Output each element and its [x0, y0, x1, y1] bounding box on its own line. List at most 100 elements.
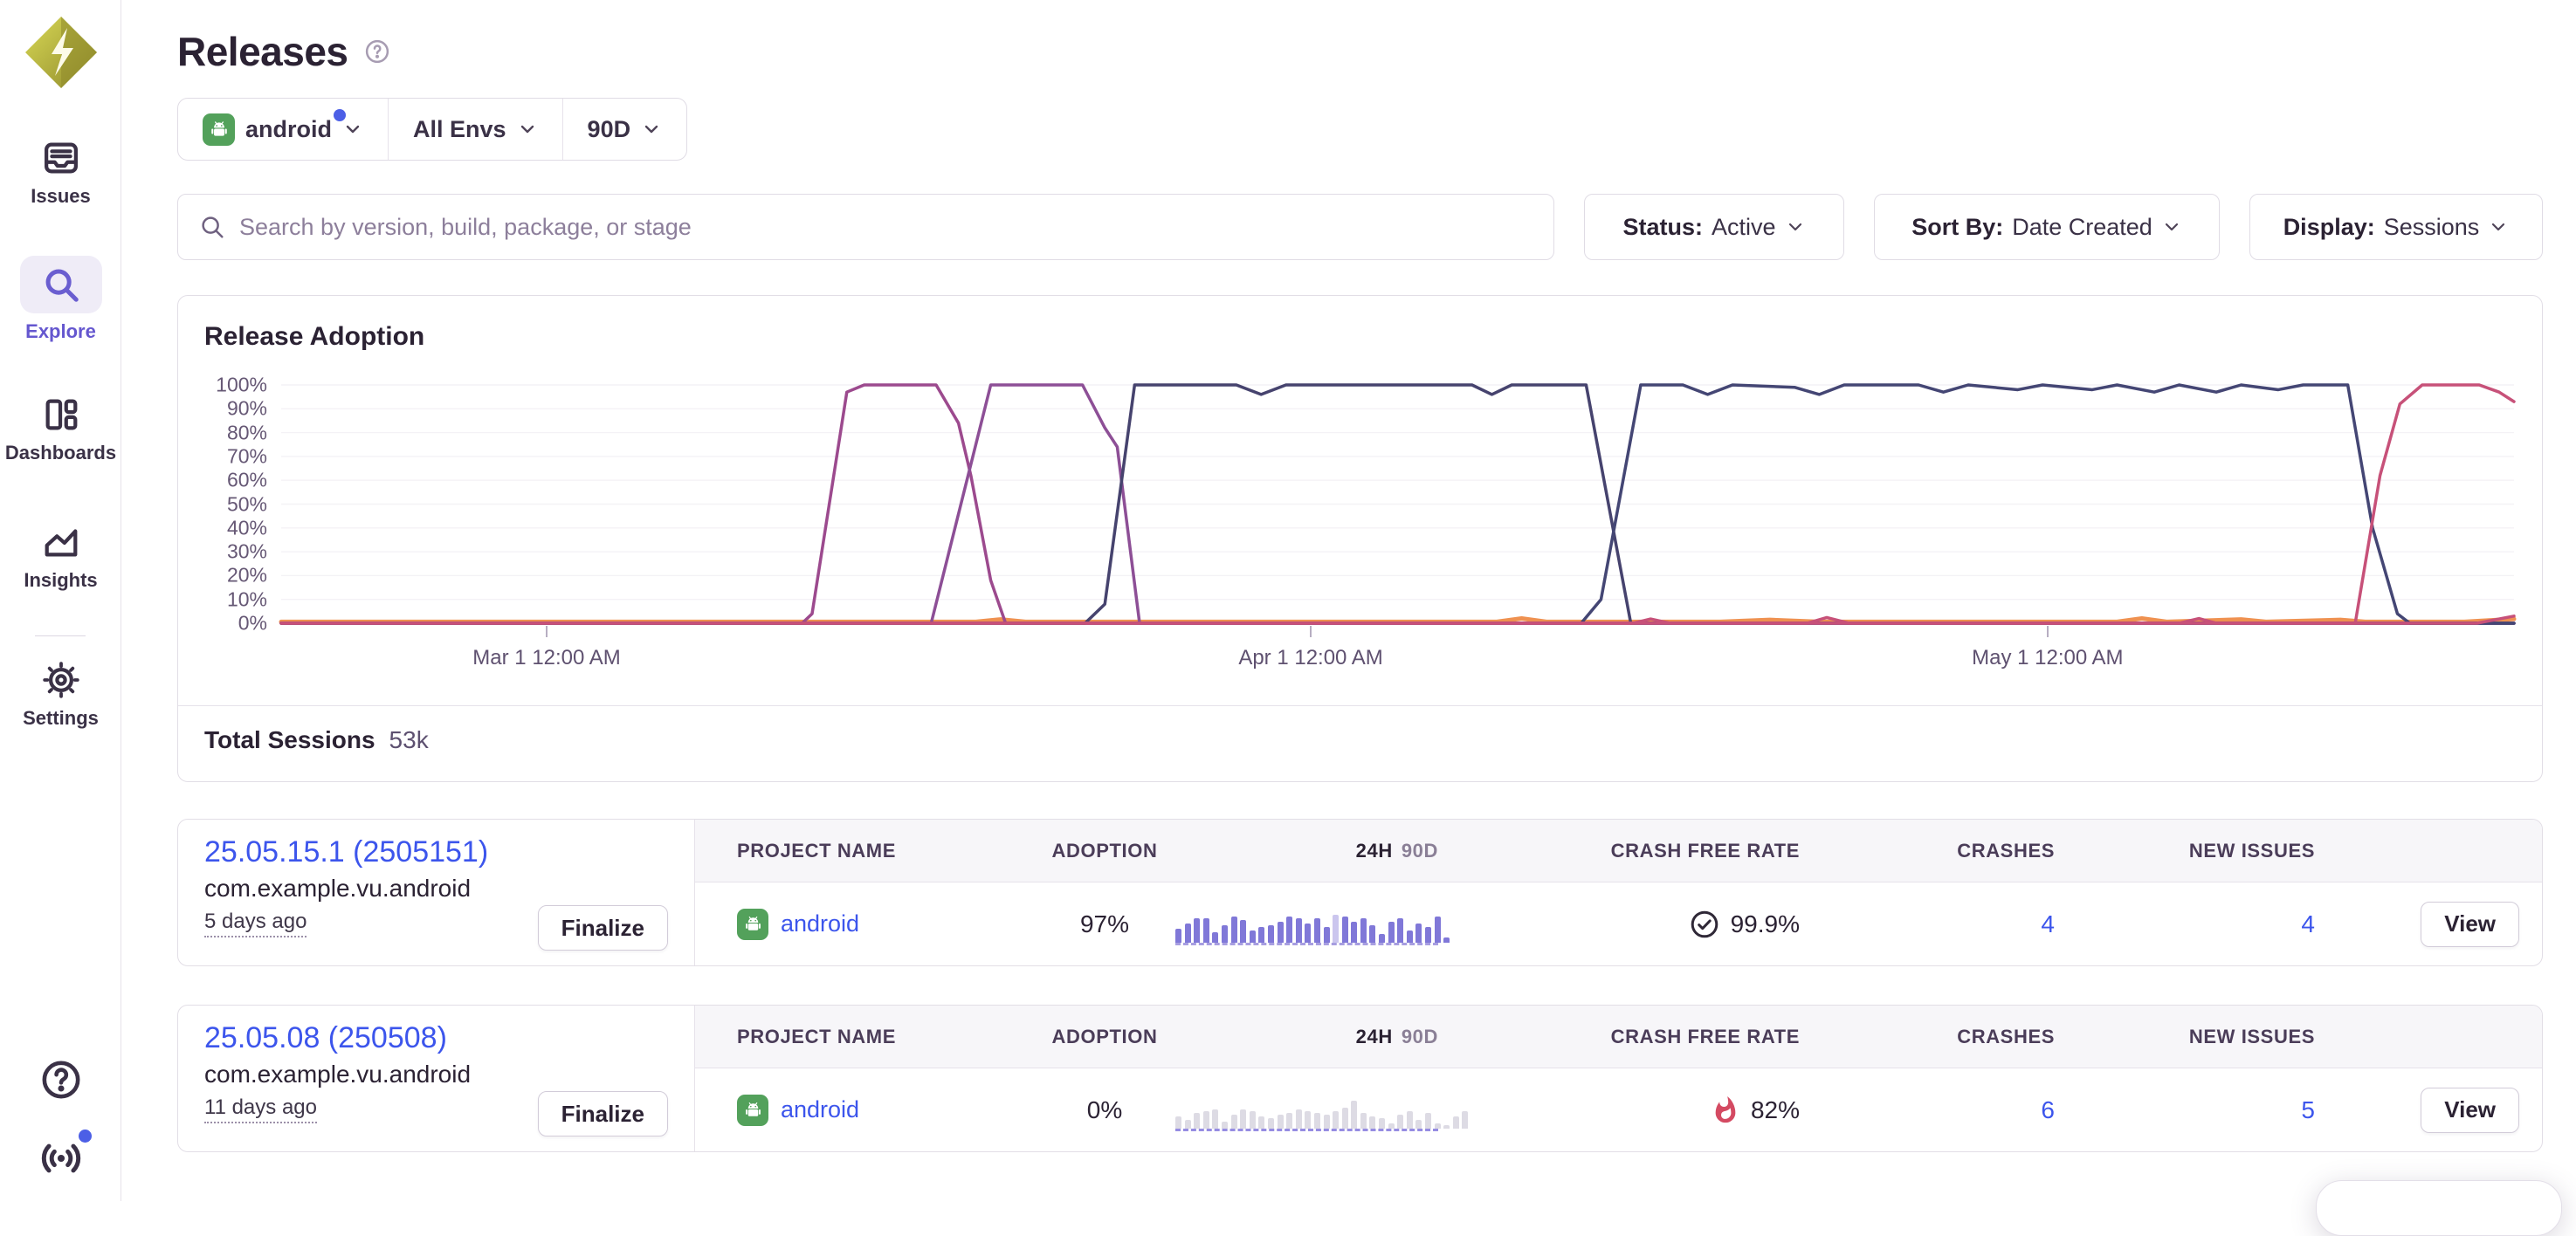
adoption-chart[interactable] — [281, 385, 2514, 623]
sidebar-item-explore[interactable]: Explore — [0, 256, 121, 343]
sort-by-label: Sort By: — [1911, 213, 2004, 240]
sidebar-item-dashboards[interactable]: Dashboards — [0, 395, 121, 464]
sparkline-bar — [1230, 1114, 1237, 1129]
project-filter[interactable]: android — [178, 99, 388, 160]
sparkline-bar — [1221, 924, 1228, 943]
display-dropdown[interactable]: Display: Sessions — [2249, 194, 2543, 260]
sort-by-dropdown[interactable]: Sort By: Date Created — [1874, 194, 2220, 260]
sidebar-item-settings[interactable]: Settings — [0, 660, 121, 730]
date-range-filter[interactable]: 90D — [561, 99, 687, 160]
sidebar-item-label: Issues — [31, 185, 91, 207]
release-summary: 25.05.15.1 (2505151) com.example.vu.andr… — [178, 820, 695, 965]
display-value: Sessions — [2383, 213, 2480, 240]
search-box — [177, 194, 1554, 260]
insights-icon — [45, 529, 77, 557]
android-project-icon — [737, 1094, 768, 1126]
sessions-sparkline[interactable] — [1175, 1089, 1469, 1131]
sparkline-bar — [1323, 1114, 1330, 1129]
sparkline-bar — [1379, 933, 1386, 943]
sparkline-bar — [1202, 917, 1209, 943]
flame-icon — [1715, 1095, 1736, 1123]
total-sessions-label: Total Sessions — [204, 726, 375, 753]
sparkline-bar — [1175, 928, 1181, 943]
total-sessions-row: Total Sessions 53k — [178, 705, 2542, 774]
whats-new-button[interactable] — [0, 1130, 121, 1186]
sparkline-bar — [1452, 1116, 1459, 1129]
display-label: Display: — [2283, 213, 2375, 240]
sidebar-item-label: Settings — [23, 707, 99, 729]
active-nav-pill — [19, 256, 102, 313]
release-version-link[interactable]: 25.05.15.1 (2505151) — [204, 835, 489, 869]
sparkline-bar — [1240, 1109, 1247, 1129]
column-project-name: PROJECT NAME — [737, 1025, 896, 1047]
help-button[interactable] — [0, 1058, 121, 1102]
sparkline-bar — [1277, 1114, 1284, 1129]
sparkline-bar — [1397, 1114, 1404, 1129]
project-notification-dot — [334, 108, 346, 121]
adoption-value: 0% — [1086, 1095, 1123, 1123]
column-24h-90d: 24H 90D — [1355, 839, 1438, 862]
gear-icon — [42, 662, 79, 698]
chevron-down-icon — [644, 125, 658, 134]
y-axis-label: 100% — [216, 373, 267, 396]
finalize-button[interactable]: Finalize — [537, 1091, 668, 1136]
crashes-link[interactable]: 6 — [2041, 1095, 2055, 1123]
finalize-button[interactable]: Finalize — [537, 905, 668, 951]
sidebar-item-insights[interactable]: Insights — [0, 522, 121, 592]
page-title: Releases — [177, 29, 348, 74]
status-value: Active — [1711, 213, 1776, 240]
chevron-down-icon — [346, 125, 360, 134]
sparkline-bar — [1184, 1119, 1191, 1129]
floating-widget[interactable] — [2316, 1180, 2562, 1236]
sparkline-bar — [1267, 1117, 1274, 1129]
x-axis-tick — [1310, 626, 1312, 637]
sparkline-bar — [1323, 926, 1330, 943]
release-age: 5 days ago — [204, 910, 307, 937]
column-adoption: ADOPTION — [1051, 839, 1158, 862]
release-package: com.example.vu.android — [204, 875, 472, 902]
sparkline-bar — [1351, 1100, 1358, 1129]
view-button[interactable]: View — [2421, 901, 2519, 947]
release-row: 25.05.15.1 (2505151) com.example.vu.andr… — [177, 819, 2543, 966]
project-filter-value: android — [245, 115, 332, 142]
chevron-down-icon — [1788, 223, 1801, 231]
project-link[interactable]: android — [781, 910, 860, 937]
sparkline-bar — [1415, 923, 1422, 943]
release-version-link[interactable]: 25.05.08 (250508) — [204, 1021, 447, 1054]
sentry-logo[interactable] — [23, 14, 100, 91]
sparkline-bar — [1406, 1110, 1413, 1129]
sparkline-bar — [1313, 917, 1320, 943]
project-link[interactable]: android — [781, 1096, 860, 1123]
status-dropdown[interactable]: Status: Active — [1584, 194, 1844, 260]
android-project-icon — [737, 908, 768, 940]
search-input[interactable] — [239, 213, 1533, 241]
y-axis-label: 60% — [226, 468, 267, 491]
y-axis-label: 50% — [226, 492, 267, 515]
y-axis-label: 30% — [226, 539, 267, 563]
search-icon — [202, 216, 224, 238]
column-crashes: CRASHES — [1957, 1025, 2055, 1047]
sessions-sparkline[interactable] — [1175, 903, 1450, 945]
issues-icon — [44, 142, 78, 174]
check-circle-icon — [1691, 910, 1718, 937]
column-crashes: CRASHES — [1957, 839, 2055, 862]
sidebar-item-label: Explore — [25, 320, 96, 342]
release-table-row: android 0% 82% 6 5 View — [695, 1068, 2542, 1151]
sidebar-item-issues[interactable]: Issues — [0, 138, 121, 208]
crash-free-cell: 99.9% — [1438, 909, 1800, 940]
view-button[interactable]: View — [2421, 1087, 2519, 1133]
search-icon — [45, 269, 79, 302]
sparkline-bar — [1406, 930, 1413, 943]
sparkline-bar — [1341, 916, 1348, 943]
environment-filter[interactable]: All Envs — [388, 99, 562, 160]
sort-by-value: Date Created — [2012, 213, 2152, 240]
sparkline-bar — [1249, 1110, 1256, 1129]
new-issues-link[interactable]: 5 — [2301, 1095, 2315, 1123]
new-issues-link[interactable]: 4 — [2301, 910, 2315, 937]
sparkline-bar — [1212, 1109, 1219, 1129]
sparkline-bar — [1230, 916, 1237, 943]
crashes-link[interactable]: 4 — [2041, 910, 2055, 937]
sparkline-bar — [1379, 1117, 1386, 1129]
page-help-icon[interactable] — [364, 38, 390, 65]
sparkline-bar — [1360, 917, 1367, 943]
